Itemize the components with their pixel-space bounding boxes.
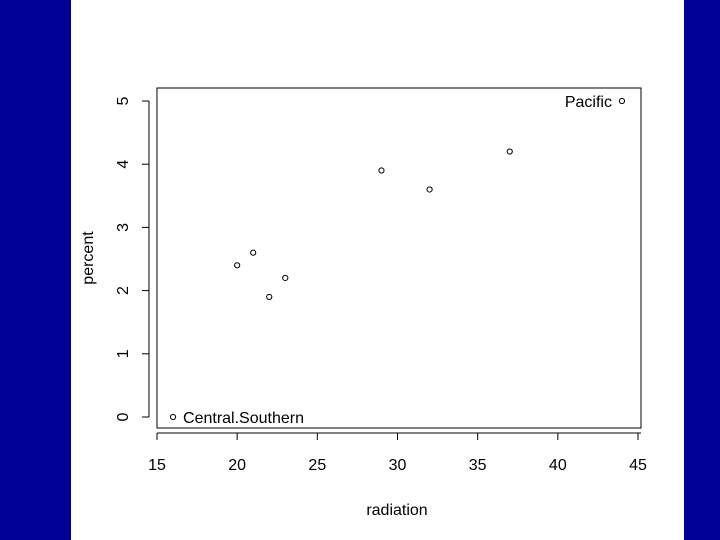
y-tick-label: 1 <box>115 349 132 358</box>
data-point <box>169 413 177 421</box>
data-point <box>282 274 289 282</box>
x-tick-label: 40 <box>549 457 567 474</box>
data-point <box>426 186 433 193</box>
data-point <box>506 148 513 155</box>
y-axis-label: percent <box>80 231 97 285</box>
point-label: Pacific <box>565 94 612 111</box>
x-axis-label: radiation <box>366 502 427 519</box>
x-tick-label: 15 <box>148 457 166 474</box>
right-frame-band <box>684 0 720 540</box>
left-frame-band <box>0 0 71 540</box>
data-point <box>618 97 626 105</box>
y-tick-label: 3 <box>115 223 132 232</box>
x-tick-label: 30 <box>389 457 407 474</box>
data-point <box>234 262 241 269</box>
y-tick-label: 2 <box>115 286 132 295</box>
y-tick-label: 0 <box>115 412 132 421</box>
x-tick-label: 20 <box>228 457 246 474</box>
y-tick-label: 4 <box>115 160 132 169</box>
y-ticks: 0 1 2 3 4 5 <box>115 96 149 421</box>
x-tick-label: 35 <box>469 457 487 474</box>
x-tick-label: 25 <box>308 457 326 474</box>
data-points: Central.Southern Pacific <box>169 94 626 427</box>
x-ticks: 15 20 25 30 35 40 45 <box>148 433 647 474</box>
y-tick-label: 5 <box>115 96 132 105</box>
data-point <box>266 293 273 301</box>
x-tick-label: 45 <box>629 457 647 474</box>
point-label: Central.Southern <box>183 410 304 427</box>
data-point <box>250 249 257 256</box>
data-point <box>378 167 385 174</box>
plot-box <box>156 87 642 429</box>
